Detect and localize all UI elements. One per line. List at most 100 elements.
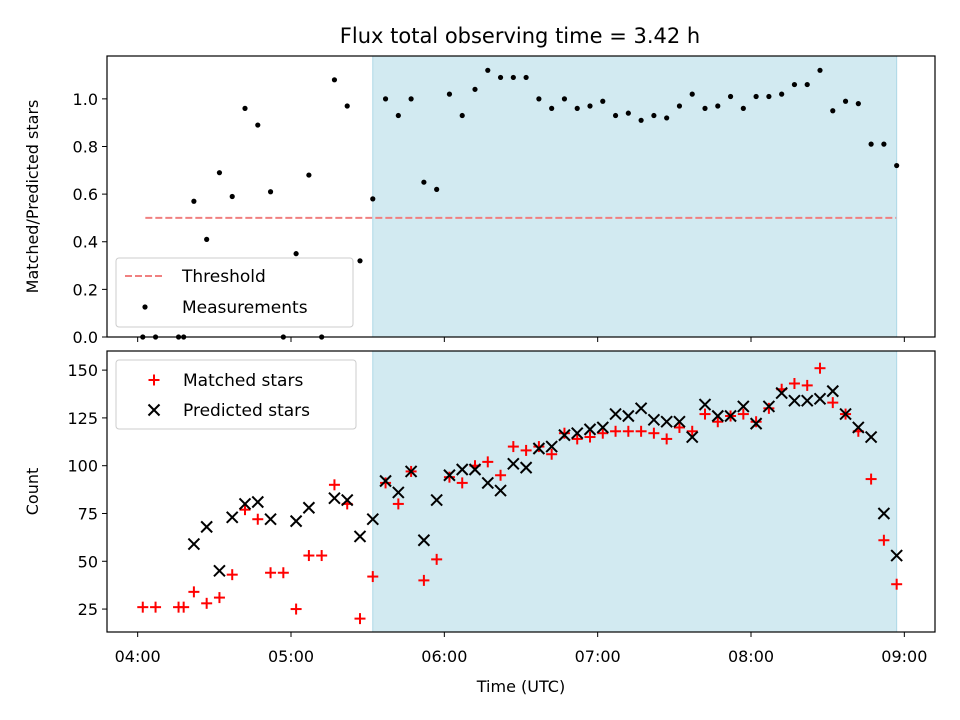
matched-star-point xyxy=(188,586,200,598)
measurement-point xyxy=(497,74,504,81)
predicted-star-point xyxy=(724,409,737,423)
predicted-star-point xyxy=(366,513,379,526)
matched-star-point xyxy=(482,456,494,468)
x-axis-label: Time (UTC) xyxy=(476,677,565,696)
predicted-star-point xyxy=(839,407,852,421)
chart-title: Flux total observing time = 3.42 h xyxy=(340,24,700,48)
matched-star-point xyxy=(520,444,532,456)
measurement-point xyxy=(625,110,631,116)
y-axis-label: Count xyxy=(23,468,42,516)
predicted-star-point xyxy=(187,537,201,551)
predicted-star-point xyxy=(289,514,303,528)
predicted-star-point xyxy=(686,430,699,444)
predicted-star-point xyxy=(788,394,801,407)
y-tick-label: 0.4 xyxy=(73,233,98,252)
measurement-point xyxy=(830,108,836,114)
matched-star-point xyxy=(367,571,379,583)
measurement-point xyxy=(842,98,849,104)
matched-star-point xyxy=(635,425,647,437)
measurement-point xyxy=(216,170,223,176)
matched-star-point xyxy=(558,427,570,439)
measurement-point xyxy=(331,77,338,83)
measurement-point xyxy=(306,172,312,178)
x-tick-label: 09:00 xyxy=(881,647,927,666)
measurement-point xyxy=(344,103,350,109)
predicted-star-point xyxy=(532,442,546,455)
matched-star-point xyxy=(878,534,890,546)
measurement-point xyxy=(740,105,746,111)
predicted-star-point xyxy=(609,407,622,421)
measurement-point xyxy=(855,101,861,107)
y-tick-label: 0.8 xyxy=(73,137,98,156)
predicted-star-point xyxy=(698,398,712,411)
measurement-point xyxy=(382,96,389,102)
measurement-point xyxy=(204,236,210,242)
matched-star-point xyxy=(712,416,724,428)
measurement-point xyxy=(868,141,874,147)
measurement-point xyxy=(689,91,695,97)
y-tick-label: 25 xyxy=(78,600,98,619)
measurement-point xyxy=(702,105,708,111)
predicted-star-point xyxy=(660,415,673,428)
matched-star-point xyxy=(303,550,315,562)
matched-star-point xyxy=(737,408,749,420)
matched-star-point xyxy=(443,471,455,483)
matched-star-point xyxy=(584,431,596,443)
measurement-point xyxy=(600,98,606,104)
measurement-point xyxy=(804,81,810,88)
legend-measurements-label: Measurements xyxy=(182,298,308,318)
y-tick-label: 1.0 xyxy=(73,90,98,109)
x-tick-label: 05:00 xyxy=(268,647,314,666)
predicted-star-point xyxy=(762,400,776,413)
x-tick-label: 08:00 xyxy=(728,647,774,666)
predicted-star-point xyxy=(647,413,661,427)
legend-predicted-swatch xyxy=(147,403,161,417)
predicted-star-point xyxy=(443,469,456,482)
measurement-point xyxy=(676,103,683,109)
measurement-point xyxy=(459,112,465,119)
matched-star-point xyxy=(213,592,225,604)
y-tick-label: 75 xyxy=(78,504,98,523)
matched-star-point xyxy=(801,379,813,391)
matched-star-point xyxy=(686,425,698,437)
matched-star-point xyxy=(239,504,251,516)
predicted-star-point xyxy=(864,430,878,444)
measurement-point xyxy=(894,162,900,169)
measurement-point xyxy=(472,86,478,92)
matched-star-point xyxy=(178,601,190,613)
matched-star-point xyxy=(354,613,366,625)
predicted-star-point xyxy=(622,409,635,423)
predicted-star-point xyxy=(877,507,891,520)
matched-star-point xyxy=(622,425,634,437)
matched-star-point xyxy=(137,601,149,613)
measurement-point xyxy=(587,103,593,109)
predicted-star-point xyxy=(226,511,239,524)
matched-star-point xyxy=(456,477,468,489)
panel-counts: 25 50 75 100 125 150 04:00 05:00 06:00 07:00 08:0… xyxy=(23,350,936,696)
matched-star-point xyxy=(277,567,289,579)
measurement-point xyxy=(434,186,440,192)
measurement-point xyxy=(408,96,414,102)
y-tick-label: 50 xyxy=(78,552,98,571)
predicted-star-point xyxy=(826,384,839,398)
legend-matched-label: Matched stars xyxy=(183,371,303,391)
y-tick-label: 0.2 xyxy=(73,280,98,299)
matched-star-point xyxy=(328,479,340,491)
observing-interval-shade xyxy=(372,56,897,337)
predicted-star-point xyxy=(507,457,520,470)
predicted-star-point xyxy=(392,486,405,499)
x-tick-label: 04:00 xyxy=(115,647,161,666)
y-tick-label: 0.0 xyxy=(73,328,98,347)
predicted-star-point xyxy=(737,400,750,413)
legend-box xyxy=(115,359,357,430)
predicted-star-point xyxy=(264,513,277,526)
y-tick-label: 150 xyxy=(67,361,98,380)
measurement-point xyxy=(638,117,644,123)
matched-star-point xyxy=(290,603,302,615)
matched-star-point xyxy=(392,498,404,510)
legend: Matched stars Predicted stars xyxy=(115,359,357,430)
predicted-star-point xyxy=(571,426,584,440)
measurement-point xyxy=(791,81,798,88)
predicted-star-point xyxy=(213,564,226,578)
predicted-star-point xyxy=(634,402,648,415)
